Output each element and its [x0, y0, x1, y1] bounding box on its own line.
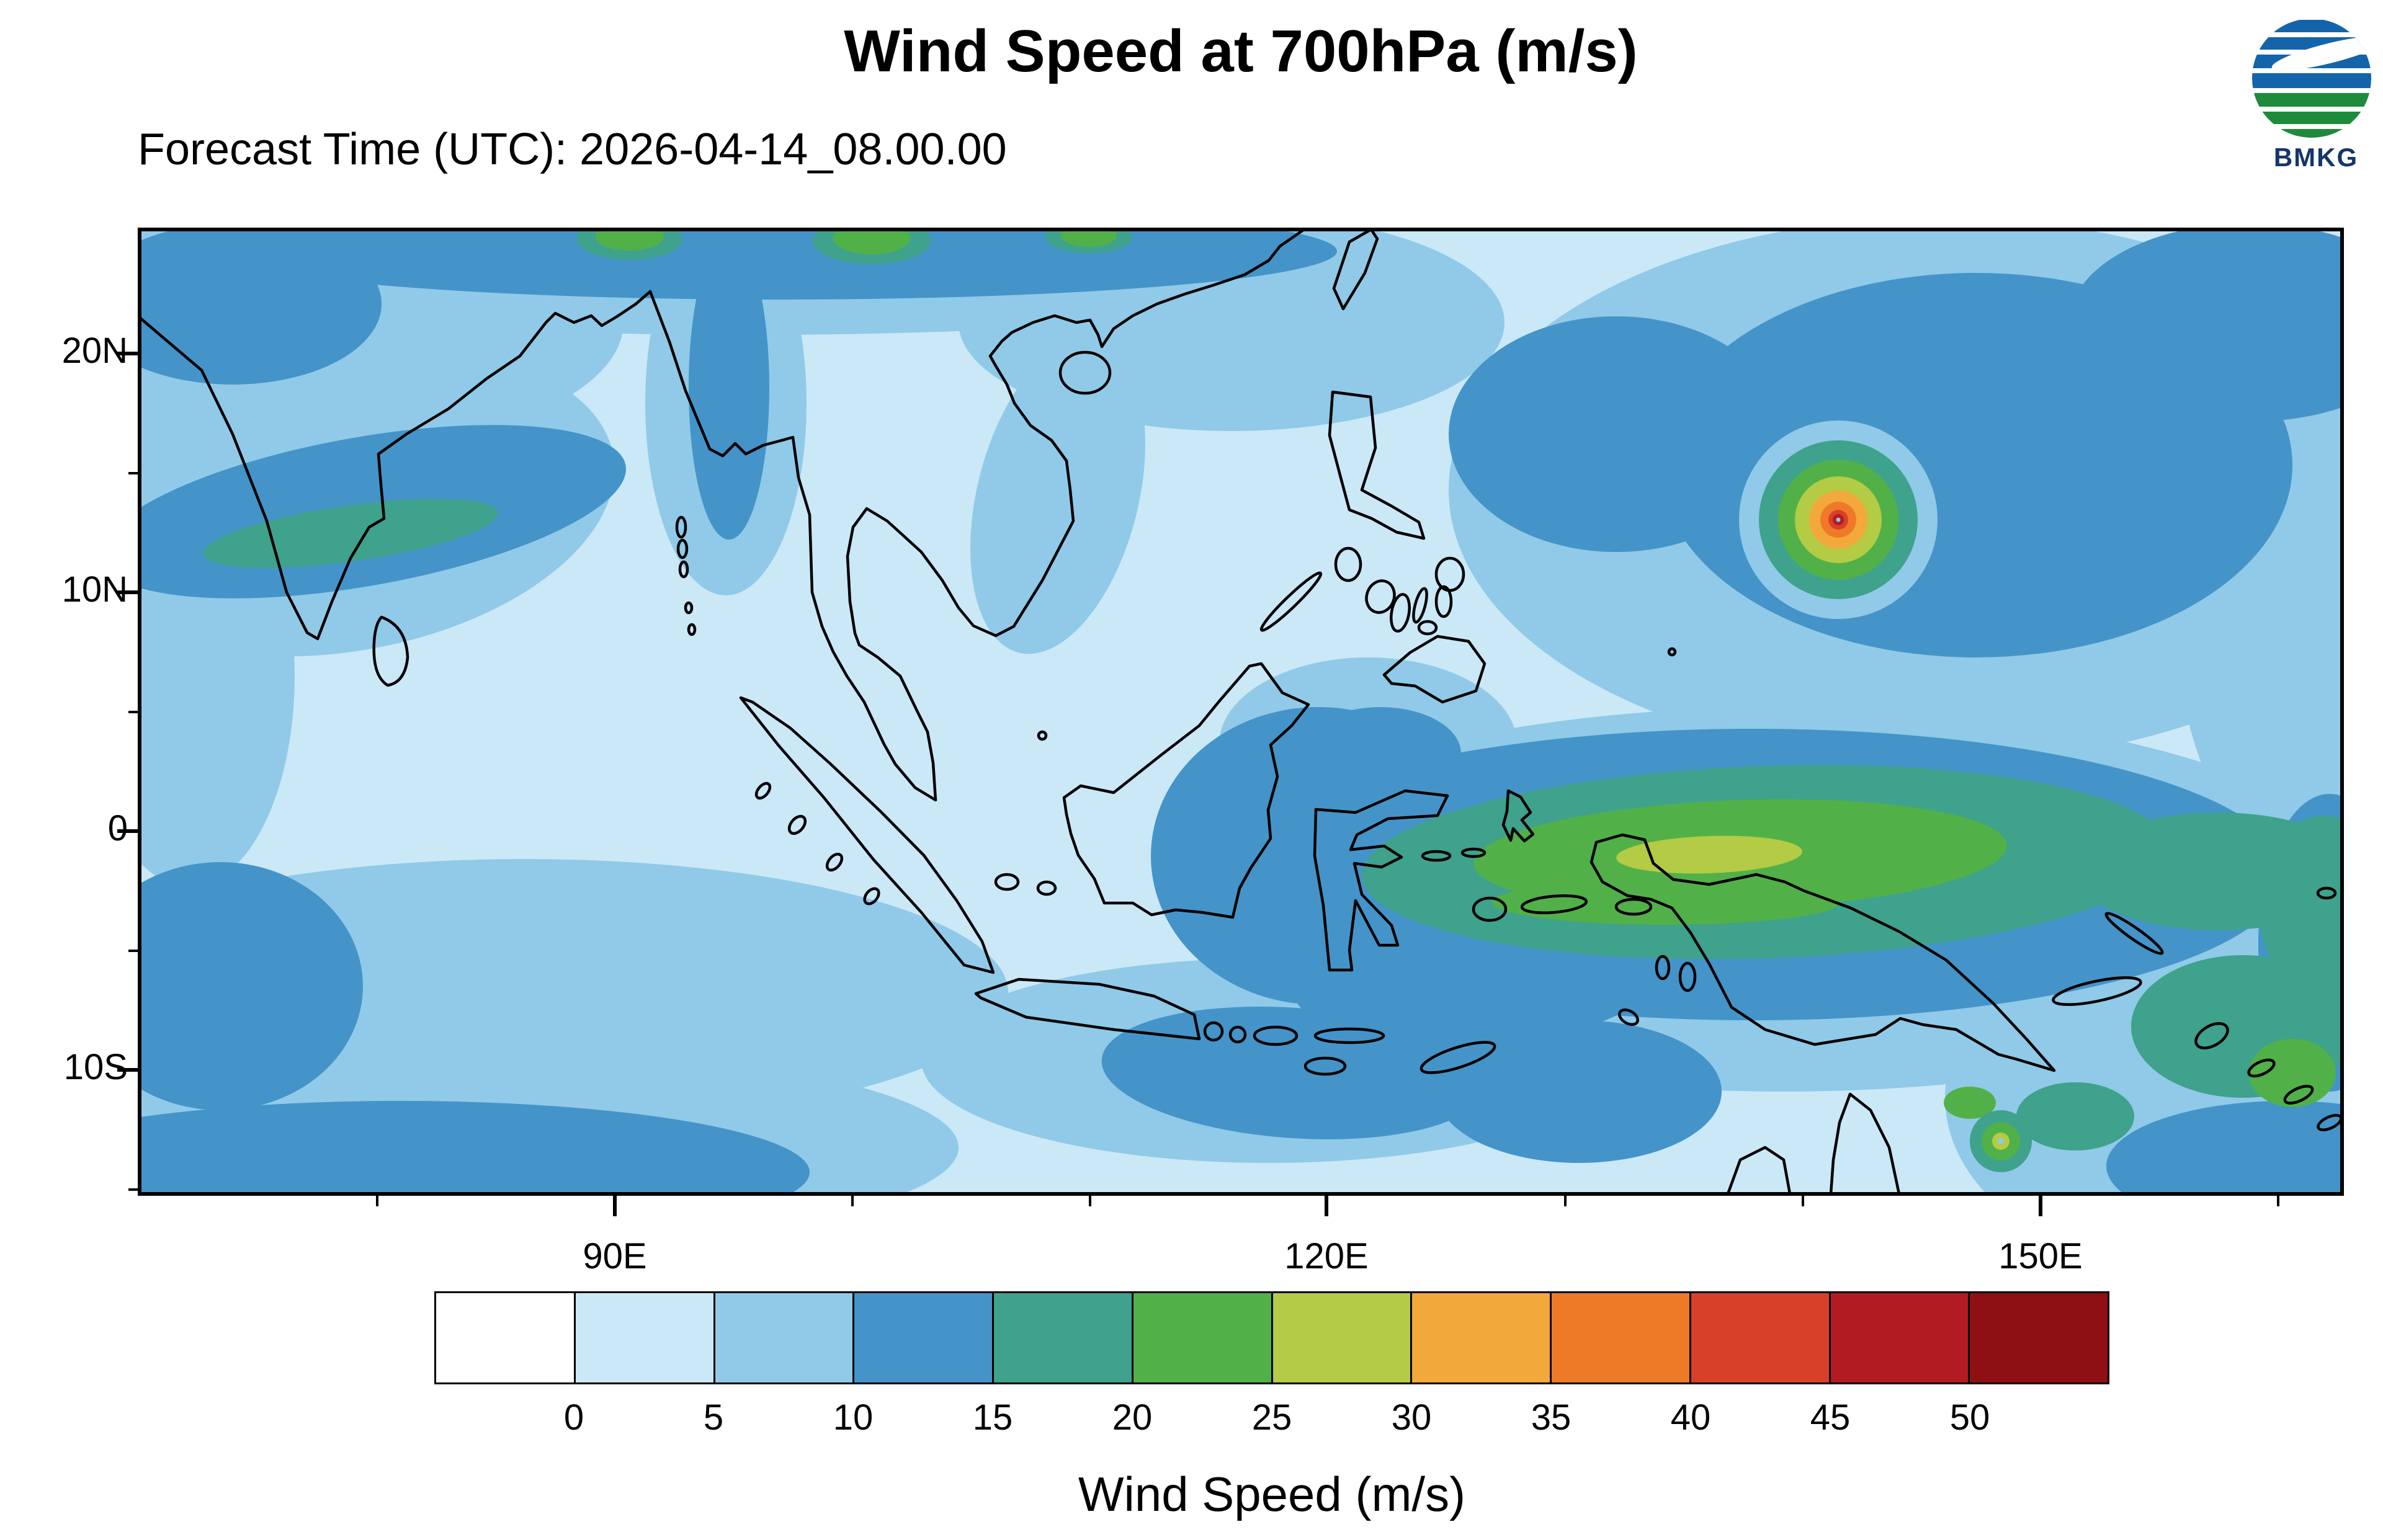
colorbar-tick-0: 0	[563, 1397, 584, 1438]
colorbar-swatch	[573, 1291, 715, 1384]
x-axis-label-150e: 150E	[1998, 1236, 2083, 1276]
wind-field	[140, 229, 2342, 1194]
colorbar-tick-50: 50	[1949, 1397, 1990, 1438]
y-axis-label-20n: 20N	[61, 331, 128, 371]
colorbar-swatch	[852, 1291, 994, 1384]
colorbar-tick-5: 5	[703, 1397, 724, 1438]
colorbar-tick-35: 35	[1531, 1397, 1572, 1438]
colorbar-swatch	[1550, 1291, 1691, 1384]
y-axis-label-0: 0	[107, 808, 128, 848]
wind-speed-map	[117, 228, 2344, 1216]
x-axis-label-90e: 90E	[583, 1236, 647, 1276]
colorbar	[434, 1291, 2109, 1384]
coastlines	[140, 229, 2342, 1194]
map-frame	[117, 228, 2344, 1216]
colorbar-title: Wind Speed (m/s)	[1078, 1467, 1466, 1521]
wind-layer-25-30	[1616, 835, 1802, 874]
colorbar-swatch	[1689, 1291, 1831, 1384]
colorbar-swatch	[1828, 1291, 1970, 1384]
lat-ticks	[117, 352, 140, 1191]
forecast-time-label: Forecast Time (UTC): 2026-04-14_08.00.00	[138, 125, 1007, 174]
bmkg-logo-text: BMKG	[2273, 143, 2359, 172]
y-axis-label-10n: 10N	[61, 569, 128, 610]
typhoon	[1739, 421, 1938, 619]
colorbar-swatch	[713, 1291, 855, 1384]
colorbar-swatch	[1410, 1291, 1552, 1384]
colorbar-swatch	[1968, 1291, 2109, 1384]
chart-title: Wind Speed at 700hPa (m/s)	[844, 18, 1638, 84]
small-cyclone	[1970, 1110, 2032, 1172]
colorbar-swatch	[1131, 1291, 1273, 1384]
colorbar-tick-45: 45	[1810, 1397, 1851, 1438]
lon-ticks	[376, 1194, 2279, 1216]
bmkg-logo: BMKG	[2250, 16, 2382, 172]
colorbar-tick-20: 20	[1112, 1397, 1153, 1438]
map-area	[117, 228, 2344, 1216]
colorbar-tick-40: 40	[1670, 1397, 1711, 1438]
colorbar-swatch	[434, 1291, 576, 1384]
bmkg-logo-icon	[2252, 19, 2371, 138]
colorbar-tick-30: 30	[1391, 1397, 1432, 1438]
colorbar-tick-25: 25	[1251, 1397, 1292, 1438]
colorbar-tick-15: 15	[972, 1397, 1013, 1438]
y-axis-label-10s: 10S	[63, 1047, 128, 1087]
colorbar-swatch	[992, 1291, 1133, 1384]
x-axis-label-120e: 120E	[1284, 1236, 1369, 1276]
colorbar-swatch	[1271, 1291, 1413, 1384]
colorbar-tick-10: 10	[833, 1397, 874, 1438]
